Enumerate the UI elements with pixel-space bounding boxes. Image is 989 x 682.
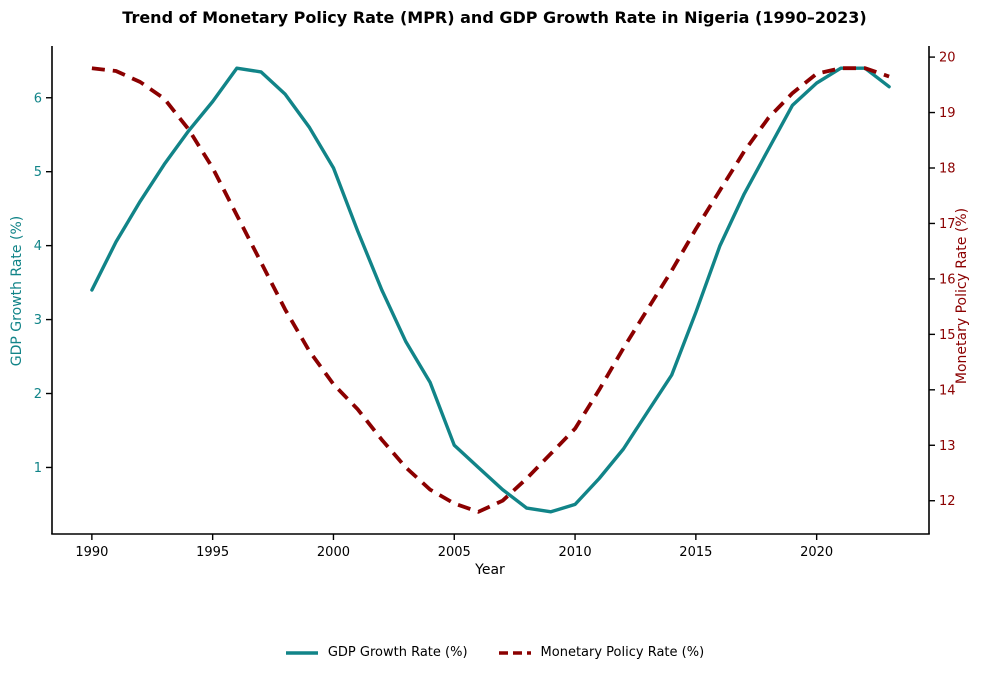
- x-tick-label: 2010: [559, 545, 592, 560]
- series-line-mpr: [91, 66, 890, 514]
- right-y-tick-label: 13: [939, 439, 956, 454]
- right-axis-label: Monetary Policy Rate (%): [954, 207, 970, 385]
- x-tick-label: 1995: [196, 545, 229, 560]
- x-tick-label: 2020: [800, 545, 833, 560]
- legend-item-gdp: GDP Growth Rate (%): [285, 645, 468, 660]
- chart-title: Trend of Monetary Policy Rate (MPR) and …: [122, 8, 867, 27]
- right-y-tick-label: 18: [939, 162, 956, 177]
- legend-item-mpr: Monetary Policy Rate (%): [498, 645, 705, 660]
- x-axis-label: Year: [475, 562, 505, 578]
- x-tick-label: 2000: [317, 545, 350, 560]
- left-axis-label: GDP Growth Rate (%): [9, 215, 25, 367]
- right-y-tick-label: 17: [939, 217, 956, 232]
- right-y-tick-label: 16: [939, 272, 956, 287]
- right-y-tick-label: 14: [939, 383, 956, 398]
- legend-label-mpr: Monetary Policy Rate (%): [540, 645, 705, 660]
- left-y-tick-label: 4: [34, 239, 42, 254]
- right-y-tick-label: 19: [939, 106, 956, 121]
- legend: GDP Growth Rate (%) Monetary Policy Rate…: [0, 645, 989, 660]
- left-y-tick-label: 3: [34, 313, 42, 328]
- x-tick-label: 2005: [438, 545, 471, 560]
- right-y-tick-label: 12: [939, 494, 956, 509]
- left-y-tick-label: 6: [34, 91, 42, 106]
- right-y-tick-label: 15: [939, 328, 956, 343]
- mpr-line-swatch-icon: [498, 650, 531, 655]
- left-y-tick-label: 2: [34, 387, 42, 402]
- gdp-line-swatch-icon: [285, 650, 318, 655]
- left-y-tick-label: 1: [34, 461, 42, 476]
- x-tick-label: 1990: [75, 545, 108, 560]
- left-y-tick-label: 5: [34, 165, 42, 180]
- right-y-tick-label: 20: [939, 51, 956, 66]
- series-line-gdp: [90, 66, 891, 514]
- x-tick-label: 2015: [679, 545, 712, 560]
- legend-label-gdp: GDP Growth Rate (%): [327, 645, 468, 660]
